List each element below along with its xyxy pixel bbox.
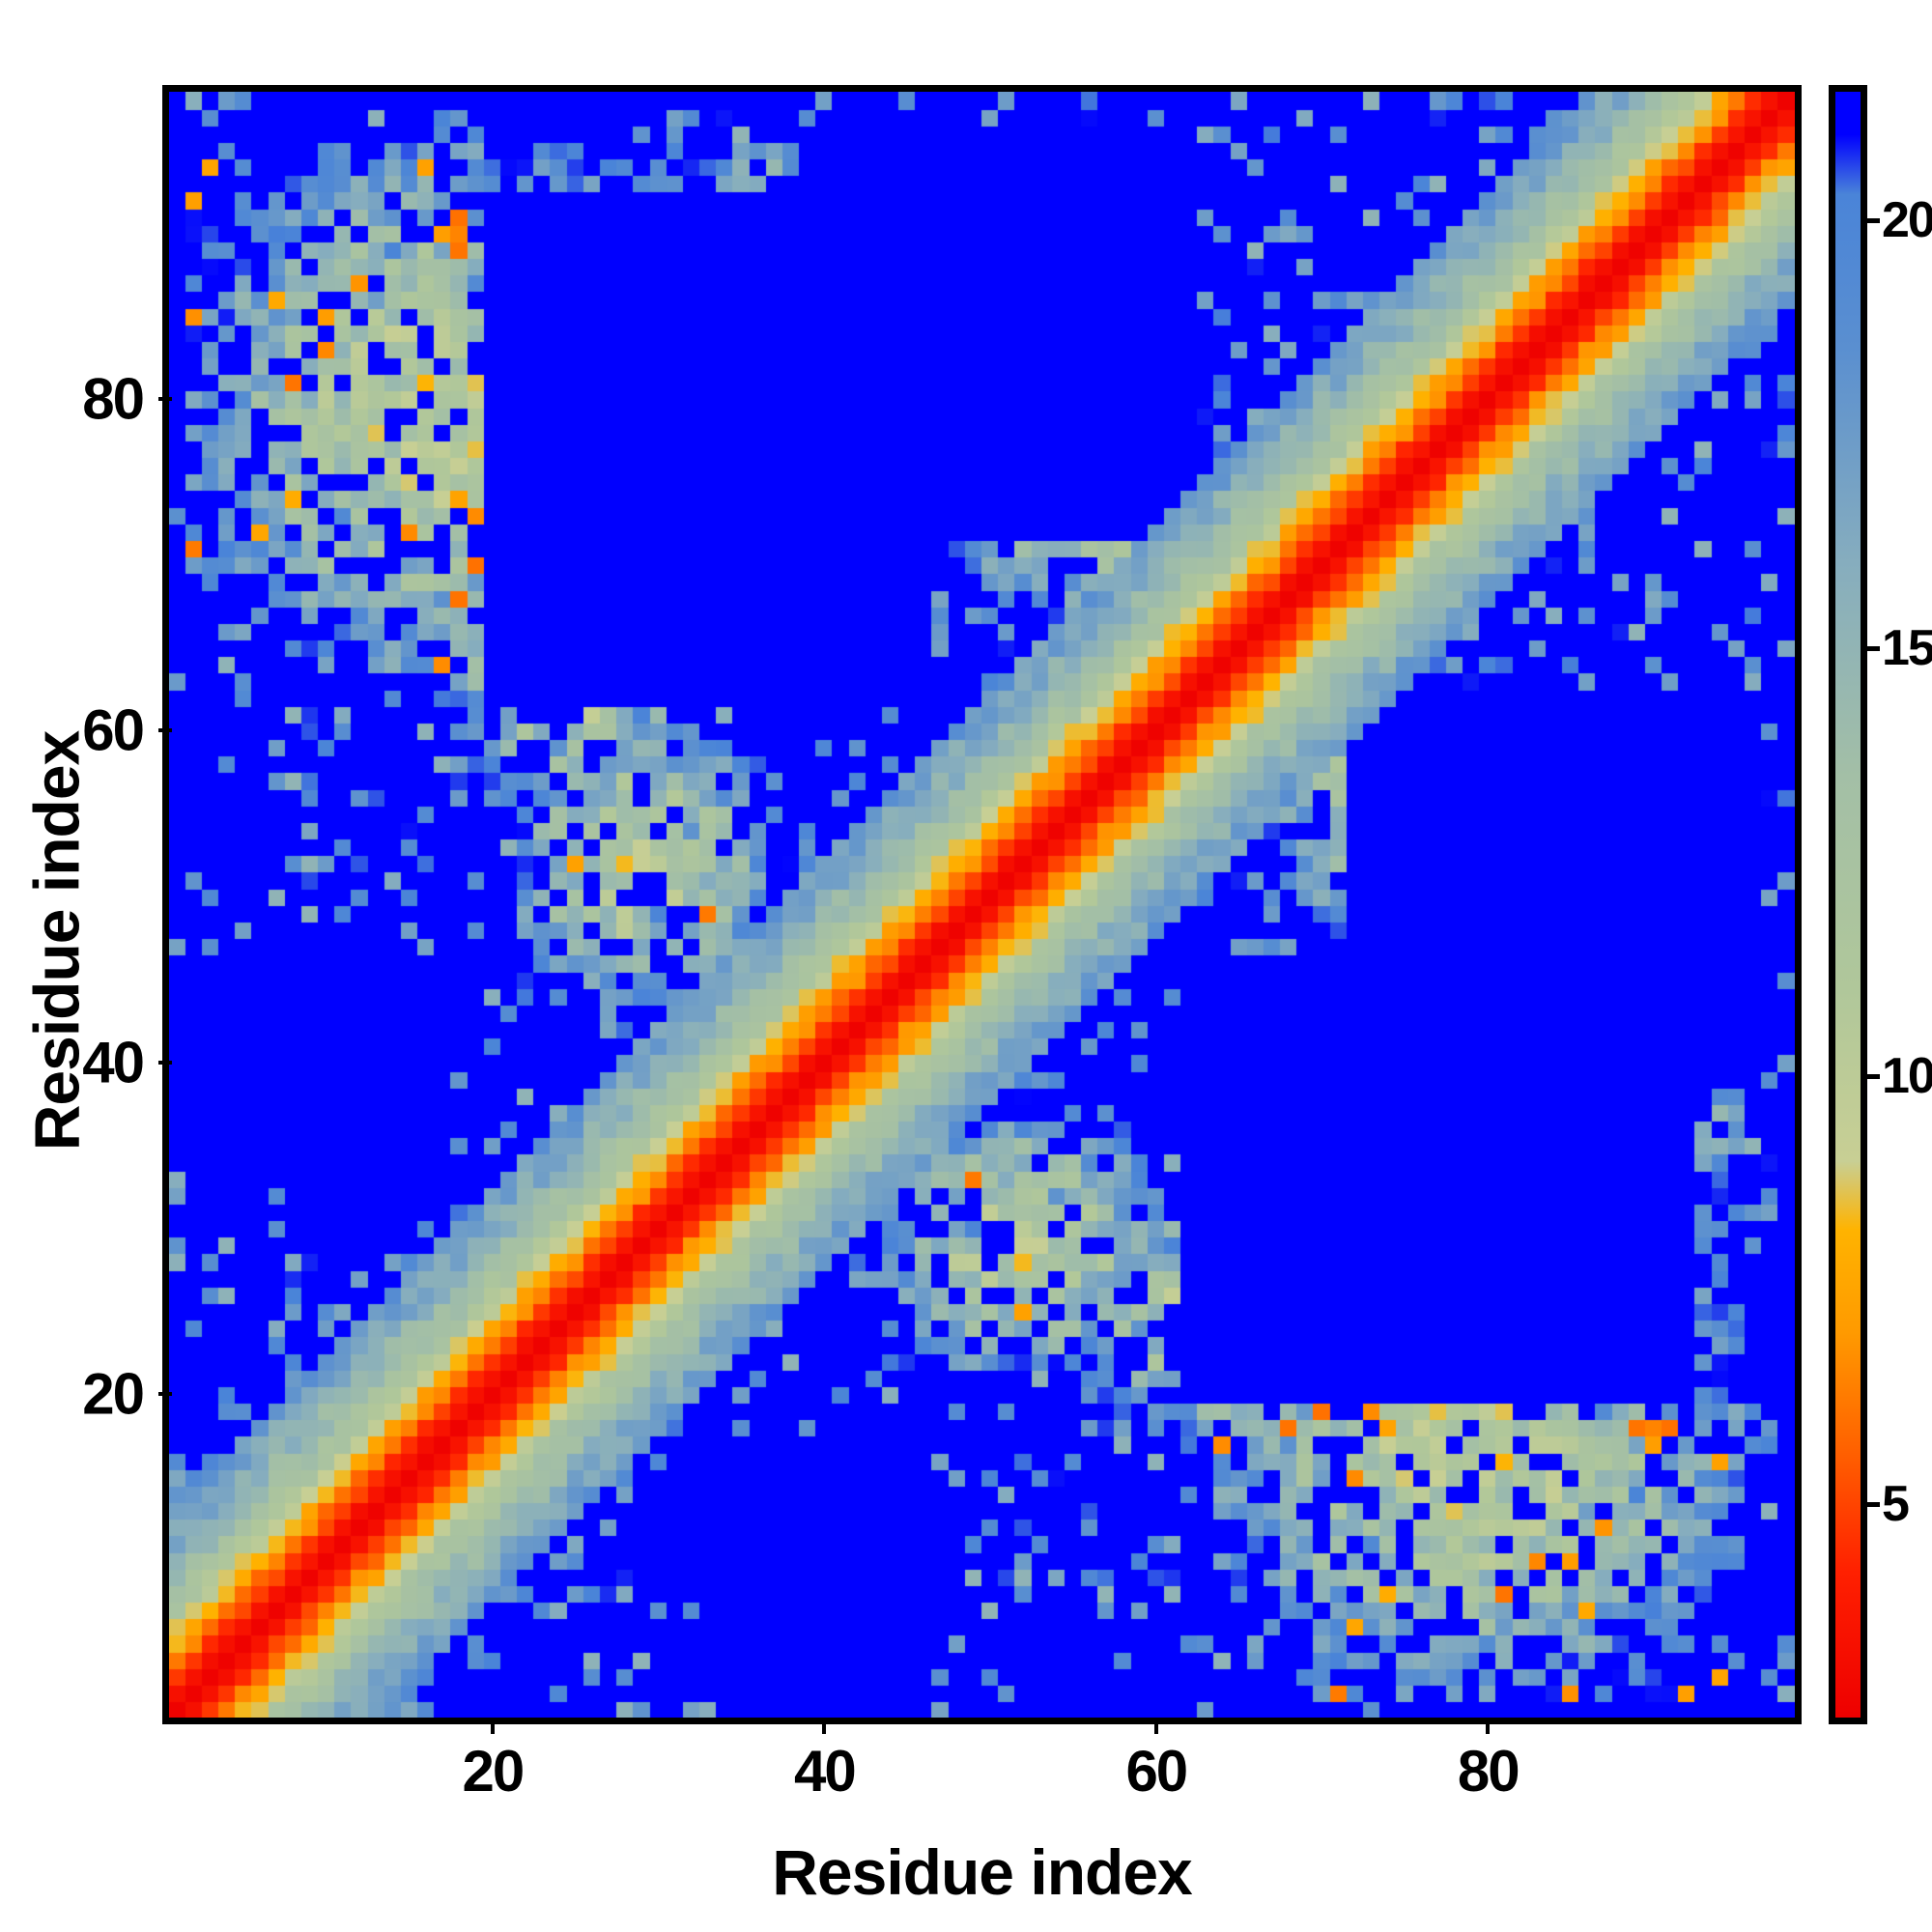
- heatmap-canvas: [169, 92, 1795, 1718]
- colorbar-tick-label: 15: [1882, 619, 1932, 676]
- x-axis-title: Residue index: [772, 1836, 1192, 1908]
- y-axis-tick: [158, 1060, 172, 1065]
- x-axis-tick: [1153, 1720, 1158, 1734]
- x-axis-tick: [490, 1720, 495, 1734]
- x-axis-tick: [822, 1720, 827, 1734]
- x-axis-tick-label: 60: [1125, 1739, 1188, 1804]
- y-axis-title: Residue index: [20, 730, 93, 1151]
- y-axis-tick: [158, 396, 172, 401]
- y-axis-tick-label: 40: [82, 1030, 145, 1095]
- x-axis-tick-label: 20: [462, 1739, 526, 1804]
- heatmap-plot-area: [162, 85, 1802, 1724]
- colorbar-tick: [1867, 1073, 1880, 1079]
- colorbar-tick: [1867, 645, 1880, 651]
- y-axis-tick-label: 80: [82, 366, 145, 432]
- x-axis-tick: [1486, 1720, 1491, 1734]
- x-axis-tick-label: 80: [1457, 1739, 1520, 1804]
- y-axis-tick: [158, 1392, 172, 1397]
- colorbar-tick-label: 20: [1882, 191, 1932, 248]
- colorbar-tick-label: 10: [1882, 1047, 1932, 1104]
- colorbar-gradient: [1835, 92, 1861, 1718]
- colorbar-tick: [1867, 1501, 1880, 1507]
- colorbar: [1829, 85, 1867, 1724]
- x-axis-tick-label: 40: [793, 1739, 857, 1804]
- y-axis-tick-label: 60: [82, 697, 145, 763]
- colorbar-tick-label: 5: [1882, 1475, 1910, 1532]
- y-axis-tick-label: 20: [82, 1361, 145, 1427]
- y-axis-tick: [158, 728, 172, 733]
- colorbar-tick: [1867, 217, 1880, 223]
